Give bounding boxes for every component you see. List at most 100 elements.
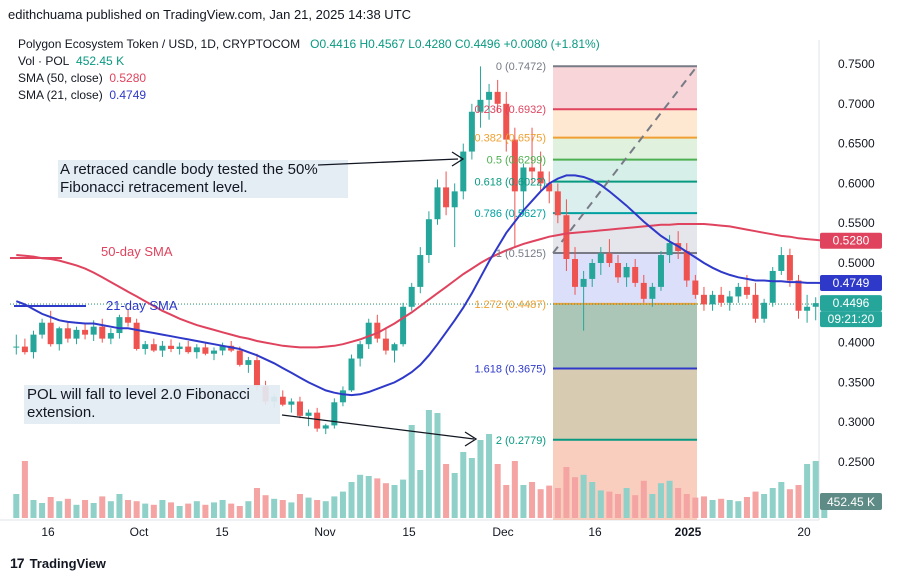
price-axis-label-box [820,232,882,249]
candle-body [468,111,475,152]
volume-bar [460,452,467,518]
volume-bar [606,491,613,518]
price-tick-label: 0.3500 [838,375,875,389]
volume-bar [623,488,630,518]
time-tick-label: 15 [402,525,416,539]
volume-bar [82,500,89,518]
candle-body [692,280,699,295]
candle-body [39,322,46,335]
volume-bar [778,482,785,518]
volume-bar [417,470,424,518]
time-tick-label: 16 [588,525,602,539]
volume-bar [640,480,647,518]
volume-bar [675,488,682,518]
volume-bar [408,425,415,518]
volume-bar [331,496,338,518]
tradingview-mark-icon: 17 [10,555,25,571]
volume-bar [683,494,690,518]
volume-bar [150,504,157,518]
legend-symbol-row: Polygon Ecosystem Token / USD, 1D, CRYPT… [18,36,600,53]
annotation-fib-test: A retraced candle body tested the 50% Fi… [60,161,318,196]
fib-level-label: 2 (0.2779) [496,435,546,447]
volume-bar [812,461,819,518]
candle-body [597,253,604,263]
volume-bar [692,497,699,518]
candle-body [572,259,579,287]
volume-bar [339,491,346,518]
volume-bar [451,473,458,518]
fib-level-label: 0.382 (0.6575) [474,133,546,145]
fib-level-label: 0.5 (0.6299) [487,155,546,167]
volume-bar [314,500,321,518]
candle-body [752,294,759,319]
candle-body [743,286,750,295]
annotation-box-2 [24,385,280,424]
symbol-title[interactable]: Polygon Ecosystem Token / USD, 1D, CRYPT… [18,37,301,51]
volume-bar [133,501,140,518]
candle-body [64,328,71,339]
volume-bar [185,503,192,518]
volume-bar [752,491,759,518]
volume-bar [718,498,725,518]
candle-body [236,350,243,365]
tradingview-logo[interactable]: 17 TradingView [10,555,106,571]
fib-zone [553,368,697,440]
volume-bar [537,489,544,518]
volume-bar [271,498,278,518]
volume-bar [262,495,269,518]
legend-volume-row[interactable]: Vol · POL 452.45 K [18,53,600,70]
volume-bar [305,497,312,518]
volume-bar [735,501,742,518]
candle-body [296,401,303,416]
volume-bar [597,490,604,518]
fib-zone [553,137,697,160]
arrowhead-2 [464,431,478,447]
candle-body [348,358,355,391]
candle-body [391,344,398,351]
sma50-label: SMA (50, close) [18,71,103,85]
price-tick-label: 0.3000 [838,415,875,429]
volume-bar [21,461,28,518]
candle-body [245,360,252,365]
candle-body [107,333,114,339]
volume-label: Vol · POL [18,54,70,68]
volume-bar [795,485,802,518]
tradingview-brand: TradingView [29,555,106,571]
fib-trend-line [552,65,698,254]
volume-bar [125,500,132,518]
time-tick-label: Oct [130,525,149,539]
sma21-line [15,174,825,397]
volume-bar [786,489,793,518]
volume-bar [563,467,570,518]
volume-bar [116,494,123,518]
volume-bar [580,474,587,518]
price-tick-label: 0.5000 [838,256,875,270]
fib-level-label: 1.272 (0.4487) [474,299,546,311]
candle-body [193,347,200,353]
volume-bar [743,497,750,518]
volume-bar [554,488,561,518]
fibonacci-labels: 0 (0.7472) 0.236 (0.6932) 0.382 (0.6575) 0.… [474,61,546,447]
candle-body [632,266,639,283]
volume-bar [546,485,553,518]
volume-bar [253,488,260,518]
label-50-day-sma: 50-day SMA [101,244,173,259]
legend-sma21-row[interactable]: SMA (21, close) 0.4749 [18,87,600,104]
candle-body [623,266,630,278]
candle-body [589,263,596,279]
price-tick-label: 0.7000 [838,97,875,111]
legend-sma50-row[interactable]: SMA (50, close) 0.5280 [18,70,600,87]
fib-zone [553,181,697,214]
candle-body [374,322,381,339]
volume-bar [657,483,664,518]
volume-bar [348,482,355,518]
candle-body [417,255,424,287]
label-21-day-sma: 21-day SMA [106,298,178,313]
price-tick-label: 0.2500 [838,455,875,469]
price-axis-label-text: 0.5280 [833,234,870,248]
volume-bars [13,410,828,518]
sma50-line [16,223,825,349]
price-tick-label: 0.6000 [838,176,875,190]
candle-body [451,191,458,208]
